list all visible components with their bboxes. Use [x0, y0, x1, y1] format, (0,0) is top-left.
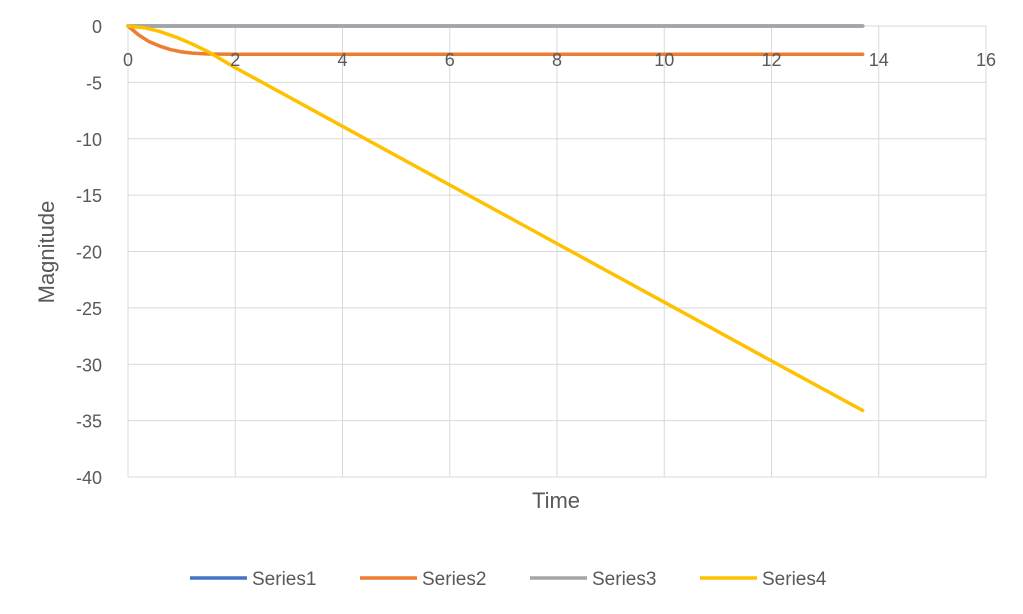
y-tick-label: -40 [76, 468, 102, 488]
legend-label: Series4 [762, 569, 827, 590]
y-tick-label: 0 [92, 17, 102, 37]
y-tick-label: -30 [76, 355, 102, 375]
legend: Series1 Series2 Series3 Series4 [190, 569, 827, 590]
y-tick-label: -20 [76, 243, 102, 263]
y-tick-label: -5 [86, 73, 102, 93]
x-axis-ticks: 0 2 4 6 8 10 12 14 16 [123, 50, 996, 70]
legend-item: Series3 [530, 569, 656, 590]
series-lines [126, 24, 865, 413]
x-tick-label: 8 [552, 50, 562, 70]
x-tick-label: 2 [230, 50, 240, 70]
legend-label: Series2 [422, 569, 486, 590]
y-axis-ticks: 0 -5 -10 -15 -20 -25 -30 -35 -40 [76, 17, 102, 488]
y-tick-label: -15 [76, 186, 102, 206]
legend-item: Series4 [700, 569, 827, 590]
x-tick-label: 14 [869, 50, 889, 70]
series-line-4 [126, 24, 865, 413]
series-line-2 [126, 24, 865, 56]
x-tick-label: 4 [337, 50, 347, 70]
legend-item: Series1 [190, 569, 316, 590]
grid-lines [127, 25, 987, 478]
x-tick-label: 12 [761, 50, 781, 70]
legend-item: Series2 [360, 569, 486, 590]
y-tick-label: -10 [76, 130, 102, 150]
x-tick-label: 16 [976, 50, 996, 70]
x-tick-label: 0 [123, 50, 133, 70]
y-tick-label: -25 [76, 299, 102, 319]
x-tick-label: 6 [445, 50, 455, 70]
y-axis-title: Magnitude [34, 201, 59, 304]
x-tick-label: 10 [654, 50, 674, 70]
legend-label: Series3 [592, 569, 656, 590]
y-tick-label: -35 [76, 412, 102, 432]
legend-label: Series1 [252, 569, 316, 590]
x-axis-title: Time [532, 488, 580, 513]
